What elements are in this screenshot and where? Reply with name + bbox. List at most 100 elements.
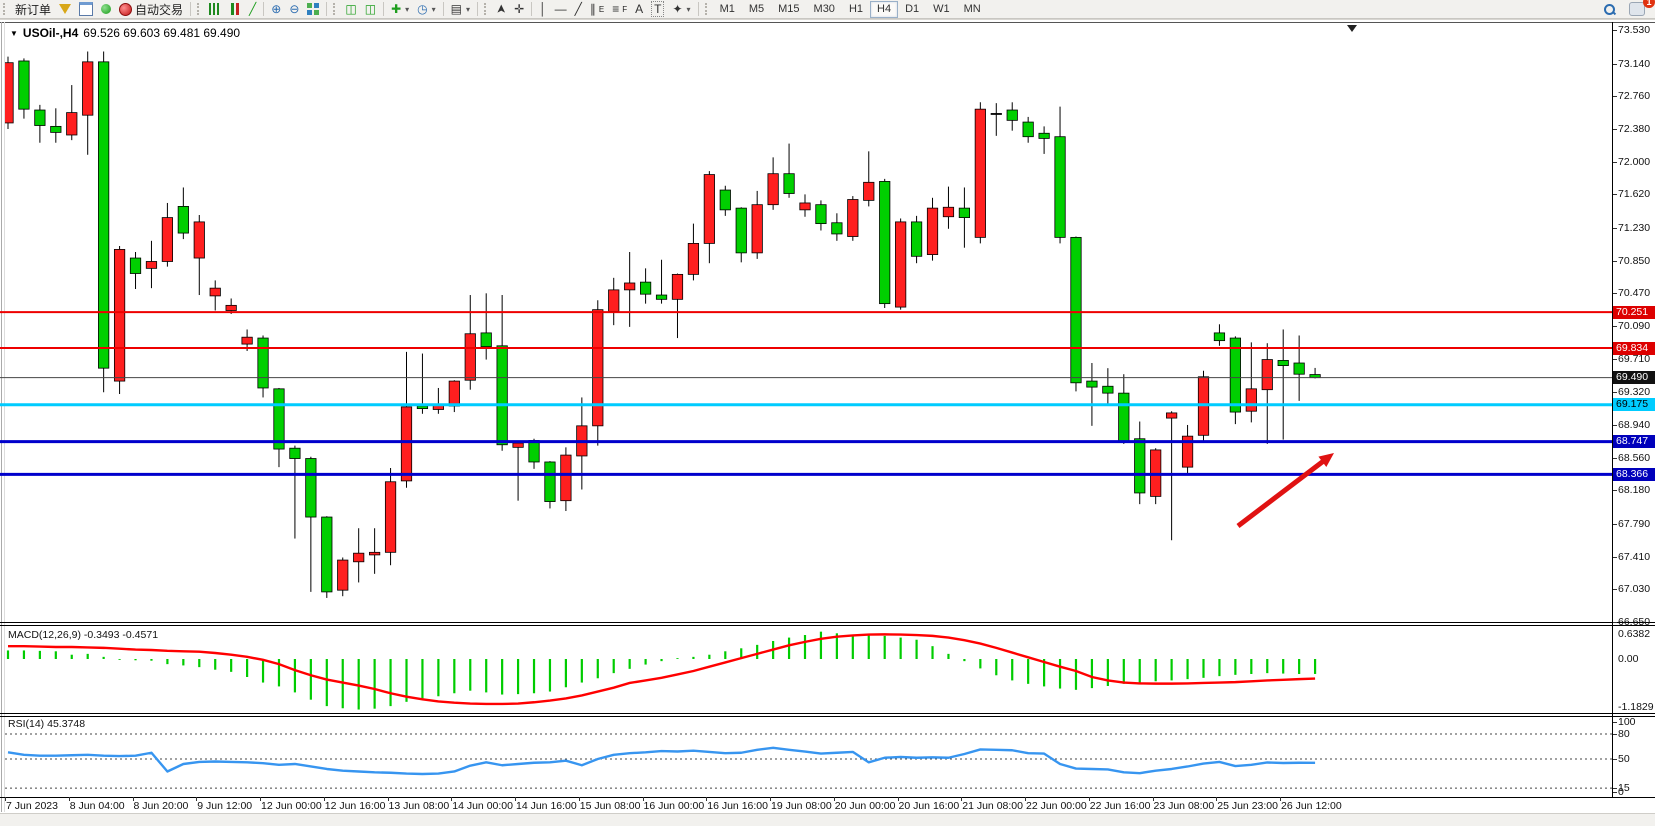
candle-body	[655, 294, 668, 300]
candle-body	[735, 207, 747, 254]
timeframe-button-M30[interactable]: M30	[813, 2, 835, 15]
time-tick	[897, 797, 899, 801]
time-tick	[1088, 797, 1090, 801]
panel-separator[interactable]	[0, 716, 1655, 717]
candle-body	[1022, 121, 1034, 138]
chevron-down-icon: ▾	[466, 4, 471, 14]
timeframe-button-M5[interactable]: M5	[748, 2, 765, 15]
label-tool-button[interactable]: T	[647, 1, 668, 17]
tile-windows-button[interactable]	[303, 1, 323, 17]
vertical-line-button[interactable]: │	[535, 1, 551, 17]
panel-separator[interactable]	[0, 622, 1655, 623]
time-tick	[323, 797, 325, 801]
periods-button[interactable]: ◷ ▾	[413, 1, 440, 17]
time-tick	[961, 797, 963, 801]
time-tick	[68, 797, 70, 801]
arrows-tool-button[interactable]: ✦ ▾	[668, 1, 694, 17]
timeframe-button-M1[interactable]: M1	[719, 2, 735, 15]
price-level-label: 70.251	[1613, 305, 1655, 319]
timeframe-button-MN[interactable]: MN	[963, 2, 981, 15]
new-order-button[interactable]: 新订单	[11, 1, 55, 17]
candle-body	[82, 61, 94, 116]
time-tick	[1152, 797, 1154, 801]
chart-shift-marker-icon[interactable]	[1347, 25, 1357, 32]
bar-chart-button[interactable]	[205, 1, 225, 17]
timeframe-button-H1[interactable]: H1	[848, 2, 863, 15]
rsi-line	[7, 746, 1316, 776]
chat-bubble-icon	[1629, 2, 1645, 16]
tile-windows-icon	[307, 3, 320, 15]
line-chart-button[interactable]: ╱	[245, 1, 260, 17]
auto-scroll-button[interactable]: ◫	[341, 1, 360, 17]
autotrade-button[interactable]: 自动交易	[115, 1, 187, 17]
horizontal-line-button[interactable]: —	[551, 1, 571, 17]
chart-shift-button[interactable]: ◫	[361, 1, 380, 17]
data-window-button[interactable]	[97, 1, 115, 17]
time-tick	[770, 797, 771, 801]
time-tick-label: 20 Jun 00:00	[834, 800, 896, 812]
candles-group	[5, 51, 1321, 598]
price-tick	[1613, 96, 1617, 98]
timeframe-button-W1[interactable]: W1	[933, 2, 950, 15]
zoom-out-icon: ⊖	[289, 2, 300, 16]
macd-group	[6, 631, 1317, 710]
price-tick	[1613, 457, 1617, 459]
toolbar-grip[interactable]	[3, 3, 8, 15]
annotation-arrow[interactable]	[1236, 453, 1334, 528]
chart-top-border	[0, 22, 1655, 23]
fibonacci-button[interactable]: ≡ F	[608, 1, 631, 17]
crosshair-button[interactable]: ✛	[510, 1, 528, 17]
price-tick	[1613, 523, 1617, 525]
timeframe-button-D1[interactable]: D1	[905, 2, 920, 15]
search-button[interactable]	[1600, 1, 1619, 17]
label-tool-icon: T	[651, 1, 665, 17]
time-axis-line	[0, 797, 1655, 798]
candle-body	[273, 388, 285, 450]
candle-body	[289, 447, 301, 459]
candle-body	[624, 282, 636, 291]
notifications-button[interactable]: 1	[1625, 0, 1655, 17]
toolbar-grip[interactable]	[197, 3, 202, 15]
timeframe-button-M15[interactable]: M15	[778, 2, 800, 15]
cursor-button[interactable]: ➤	[492, 1, 510, 17]
templates-button[interactable]: ▤ ▾	[447, 1, 474, 17]
toolbar-separator	[531, 2, 533, 16]
price-tick	[1613, 589, 1617, 591]
line-chart-icon: ╱	[249, 2, 257, 16]
macd-axis-label: 0.00	[1618, 653, 1639, 665]
toolbar-grip[interactable]	[704, 3, 710, 15]
symbol-info-line[interactable]: ▼ USOil-,H4 69.526 69.603 69.481 69.490	[10, 26, 240, 40]
level-lines-group	[0, 311, 1612, 476]
price-tick	[1613, 424, 1617, 426]
candle-body	[719, 189, 731, 211]
channel-button[interactable]: ∥ E	[586, 1, 608, 17]
search-icon	[1604, 3, 1615, 15]
rsi-label: RSI(14) 45.3748	[8, 718, 85, 730]
zoom-in-button[interactable]: ⊕	[267, 1, 285, 17]
rsi-axis-label: 50	[1618, 753, 1630, 765]
candle-body	[1181, 435, 1194, 468]
candle-body	[799, 202, 811, 211]
time-tick-label: 26 Jun 12:00	[1281, 800, 1342, 812]
profile-button[interactable]	[55, 1, 75, 17]
candlestick-chart-button[interactable]	[225, 1, 245, 17]
toolbar-grip[interactable]	[484, 3, 489, 15]
rsi-axis-tick	[1613, 722, 1617, 723]
crosshair-icon: ✛	[514, 2, 525, 16]
panel-separator[interactable]	[0, 713, 1655, 714]
zoom-out-button[interactable]: ⊖	[285, 1, 303, 17]
trendline-button[interactable]: ╱	[571, 1, 586, 17]
indicators-button[interactable]: ✚ ▾	[387, 1, 413, 17]
panel-separator[interactable]	[0, 625, 1655, 626]
candle-body	[942, 206, 955, 218]
toolbar-grip[interactable]	[333, 3, 338, 15]
text-tool-button[interactable]: A	[631, 1, 647, 17]
timeframe-button-H4[interactable]: H4	[870, 0, 899, 18]
time-tick	[451, 797, 453, 801]
candle-body	[1166, 412, 1178, 419]
rsi-group	[5, 733, 1612, 789]
market-watch-button[interactable]	[75, 1, 97, 17]
rsi-axis-label: 80	[1618, 728, 1630, 740]
